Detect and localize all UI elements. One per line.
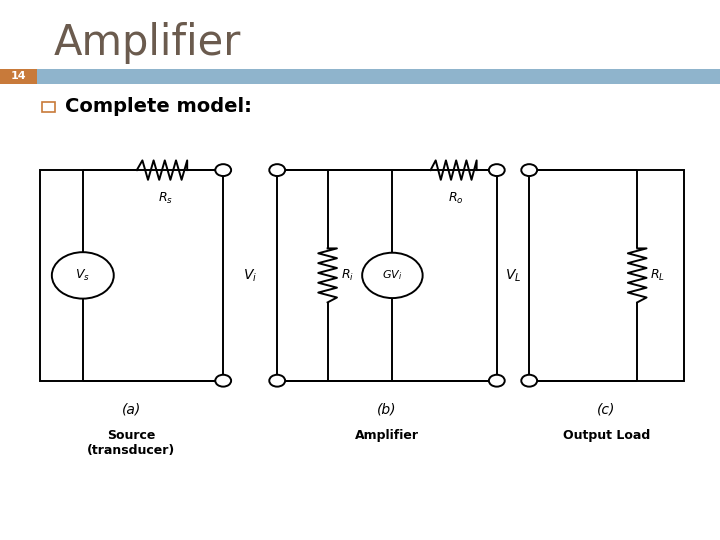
Text: $R_o$: $R_o$: [448, 191, 464, 206]
Text: (c): (c): [598, 402, 616, 416]
Circle shape: [269, 375, 285, 387]
Bar: [0, 69, 720, 84]
Text: $V_s$: $V_s$: [76, 268, 90, 283]
Text: (a): (a): [122, 402, 141, 416]
Text: 14: 14: [11, 71, 27, 81]
Text: Amplifier: Amplifier: [355, 429, 419, 442]
Text: Amplifier: Amplifier: [54, 22, 241, 64]
Bar: [0, 69, 37, 84]
Bar: [277, 170, 497, 381]
Bar: [42, 102, 55, 112]
Text: $GV_i$: $GV_i$: [382, 268, 402, 282]
Circle shape: [52, 252, 114, 299]
Circle shape: [521, 164, 537, 176]
Text: $V_L$: $V_L$: [505, 267, 521, 284]
Text: $R_L$: $R_L$: [650, 268, 665, 283]
Circle shape: [269, 164, 285, 176]
Text: $R_i$: $R_i$: [341, 268, 354, 283]
Circle shape: [489, 375, 505, 387]
Text: Output Load: Output Load: [563, 429, 650, 442]
Text: (b): (b): [377, 402, 397, 416]
Text: Complete model:: Complete model:: [65, 97, 252, 117]
Text: Source
(transducer): Source (transducer): [87, 429, 176, 457]
Circle shape: [521, 375, 537, 387]
Bar: [529, 170, 684, 381]
Circle shape: [215, 375, 231, 387]
Text: $V_i$: $V_i$: [243, 267, 257, 284]
Bar: [40, 170, 223, 381]
Circle shape: [215, 164, 231, 176]
Circle shape: [362, 253, 423, 298]
Text: $R_s$: $R_s$: [158, 191, 173, 206]
Circle shape: [489, 164, 505, 176]
